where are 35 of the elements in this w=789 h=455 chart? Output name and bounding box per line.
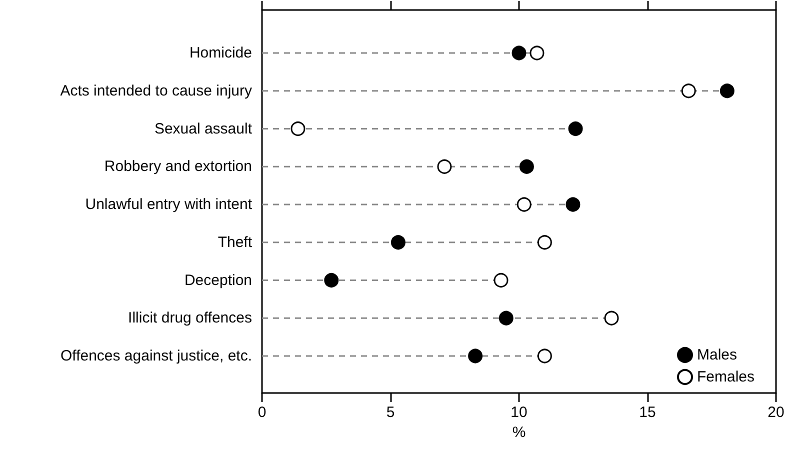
point (468, 348, 483, 364)
point (324, 273, 339, 288)
y-tick-label: Deception (184, 272, 252, 289)
y-tick-label: Illicit drug offences (128, 310, 252, 327)
point (498, 310, 514, 326)
point (437, 159, 452, 174)
point (537, 235, 552, 250)
point (530, 46, 544, 60)
y-tick-label: Homicide (189, 44, 252, 62)
point (720, 84, 734, 98)
y-tick-label: Acts intended to cause injury (60, 82, 252, 100)
legend-label: Males (697, 346, 738, 364)
y-tick-label: Robbery and extortion (104, 158, 252, 176)
point (568, 122, 583, 136)
x-tick-label: 10 (510, 404, 528, 421)
x-tick-label: 5 (386, 404, 395, 421)
point (512, 46, 526, 60)
y-tick-label: Theft (218, 234, 253, 251)
x-tick-label: 0 (258, 404, 266, 421)
y-tick-label: Sexual assault (154, 120, 253, 138)
point (290, 122, 306, 136)
x-axis-title: % (512, 424, 526, 441)
point (494, 273, 508, 288)
y-tick-label: Unlawful entry with intent (85, 196, 253, 213)
point (604, 310, 619, 326)
legend-label: Females (697, 368, 755, 386)
point (566, 197, 580, 212)
y-tick-label: Offences against justice, etc. (60, 348, 252, 364)
point (681, 84, 696, 98)
x-tick-label: 15 (639, 404, 656, 421)
point (516, 197, 532, 212)
point (390, 235, 406, 250)
point (537, 348, 552, 364)
x-tick-label: 20 (768, 404, 784, 421)
point (519, 159, 534, 174)
